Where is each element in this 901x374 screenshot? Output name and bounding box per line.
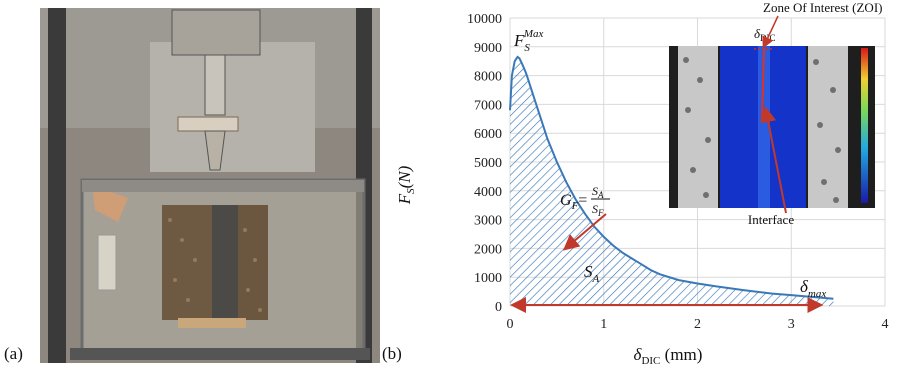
x-tick-label: 1 — [600, 317, 607, 332]
x-tick-label: 2 — [694, 317, 701, 332]
panel-a: (a) — [0, 0, 390, 369]
dmax-annotation: δmax — [800, 277, 826, 300]
svg-text:SF: SF — [592, 202, 604, 218]
dic-inset — [669, 46, 875, 208]
y-tick-label: 7000 — [474, 98, 502, 113]
specimen-right — [238, 205, 268, 320]
sa-annotation: SA — [584, 262, 600, 285]
x-tick-label: 0 — [507, 317, 514, 332]
colorbar — [861, 48, 868, 203]
x-tick-label: 4 — [882, 317, 889, 332]
panel-b: (b) 0 1000 2000 3000 4000 5000 6000 7000 8000 900… — [382, 0, 901, 369]
y-tick-label: 5000 — [474, 156, 502, 171]
interface-arrow — [760, 106, 787, 214]
svg-text:GF=: GF= — [560, 192, 587, 212]
specimen-left — [162, 205, 212, 320]
y-tick-label: 10000 — [467, 12, 502, 27]
y-axis-label: FS(N) — [395, 165, 417, 205]
interface-label: Interface — [748, 212, 794, 227]
fmax-annotation: FSMax — [513, 28, 544, 54]
zoi-label: Zone Of Interest (ZOI) — [763, 0, 882, 15]
gf-annotation: GF= SA SF — [560, 184, 610, 218]
y-tick-label: 1000 — [474, 271, 502, 286]
gf-arrow — [562, 213, 607, 251]
control-cabinet — [150, 42, 315, 172]
base-platform — [70, 348, 370, 360]
frame-column-left — [48, 8, 66, 363]
svg-text:SA: SA — [592, 184, 604, 200]
series-line — [509, 55, 834, 300]
rig-photo — [40, 8, 380, 363]
y-tick-label: 8000 — [474, 70, 502, 85]
y-tick-label: 3000 — [474, 214, 502, 229]
x-axis-label: δDIC (mm) — [634, 345, 703, 367]
panel-b-label: (b) — [382, 344, 402, 363]
y-tick-label: 2000 — [474, 242, 502, 257]
area-under-curve — [510, 56, 834, 307]
y-tick-label: 9000 — [474, 41, 502, 56]
x-tick-label: 3 — [788, 317, 795, 332]
zoi-arrow — [762, 15, 779, 49]
y-tick-label: 6000 — [474, 127, 502, 142]
panel-a-label: (a) — [4, 344, 23, 363]
force-displacement-chart: 0 1000 2000 3000 4000 5000 6000 7000 8000 9000 100… — [395, 0, 889, 367]
y-tick-label: 0 — [495, 300, 502, 315]
y-tick-label: 4000 — [474, 185, 502, 200]
